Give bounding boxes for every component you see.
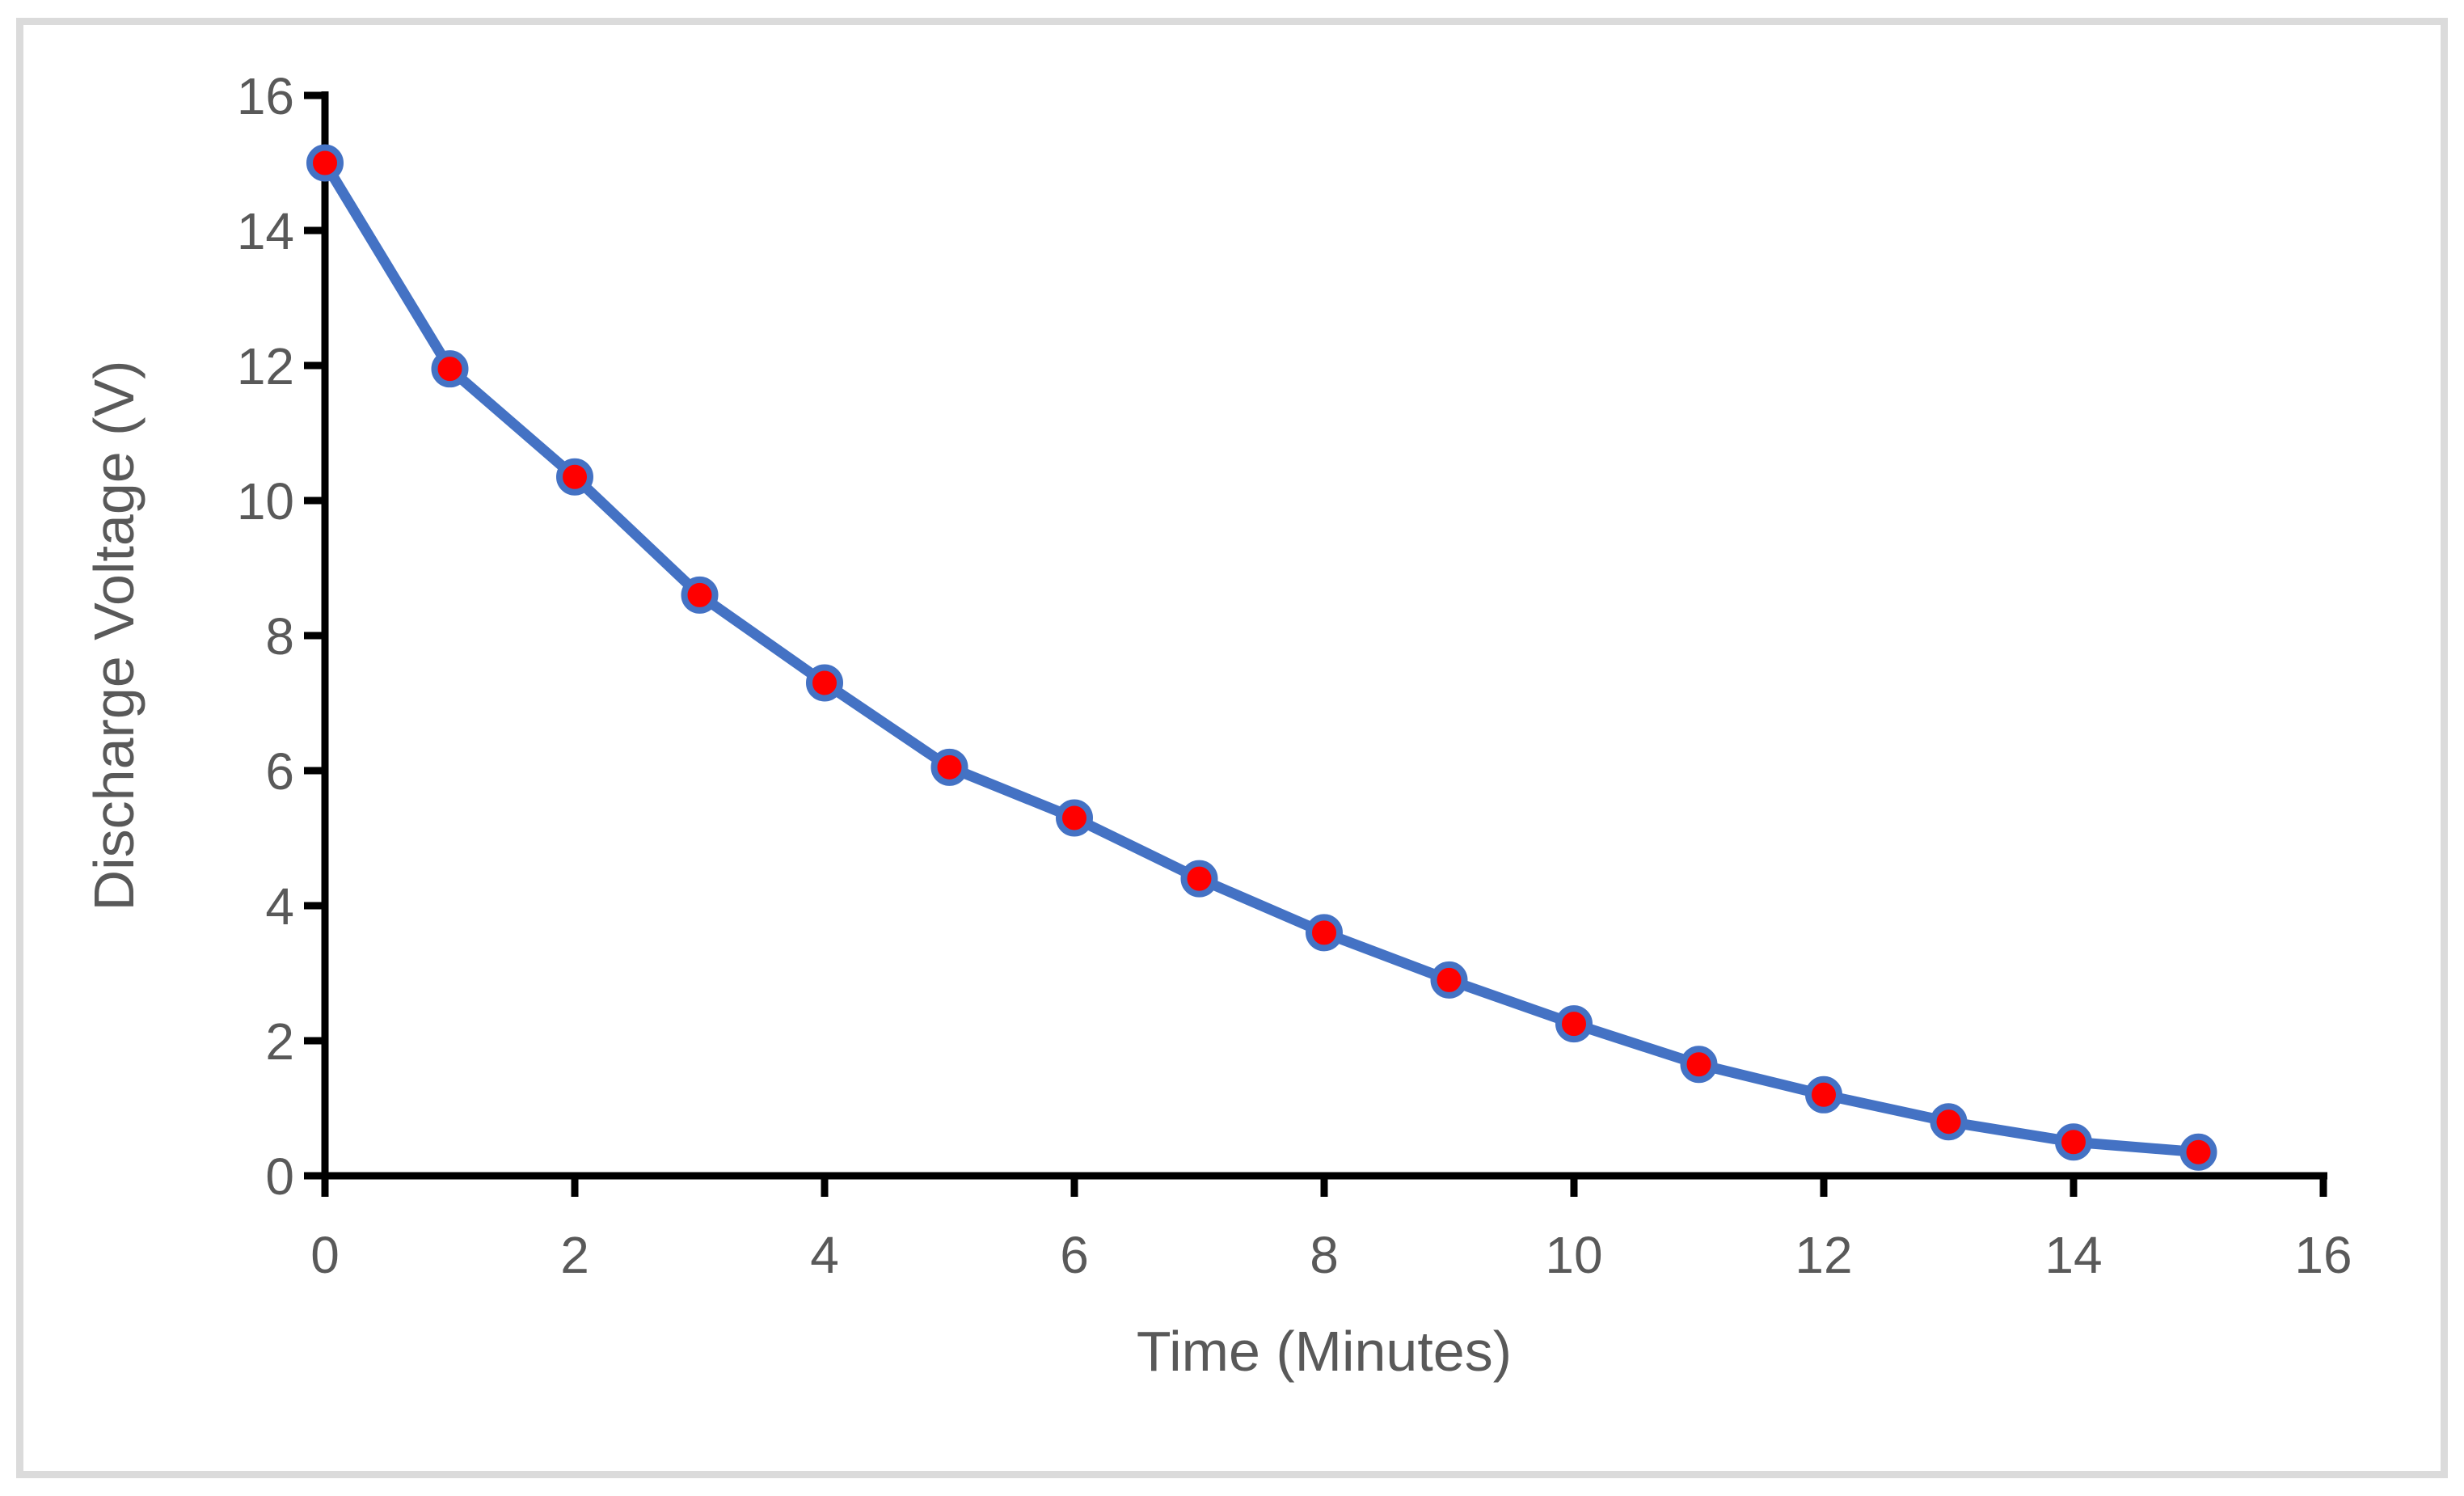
y-axis-title: Discharge Voltage (V) bbox=[82, 361, 146, 911]
data-point bbox=[1555, 1005, 1593, 1043]
data-points bbox=[306, 144, 2217, 1171]
data-point bbox=[1930, 1103, 1968, 1141]
data-point bbox=[306, 144, 344, 182]
x-axis-title: Time (Minutes) bbox=[1137, 1320, 1512, 1383]
data-point bbox=[556, 458, 593, 496]
data-point bbox=[806, 664, 843, 702]
y-tick-label: 12 bbox=[237, 337, 294, 395]
data-point bbox=[1306, 914, 1343, 952]
x-tick-label: 4 bbox=[810, 1226, 839, 1284]
y-tick-label: 14 bbox=[237, 202, 294, 260]
data-point bbox=[2179, 1133, 2217, 1171]
x-tick-label: 0 bbox=[310, 1226, 340, 1284]
x-tick-label: 2 bbox=[560, 1226, 589, 1284]
y-tick-label: 6 bbox=[265, 742, 294, 801]
chart-outer-border bbox=[16, 18, 2448, 1478]
data-point bbox=[1180, 860, 1218, 898]
y-tick-label: 4 bbox=[265, 877, 294, 936]
x-tick-label: 14 bbox=[2044, 1226, 2102, 1284]
x-tick-label: 6 bbox=[1060, 1226, 1089, 1284]
data-point bbox=[1430, 961, 1468, 999]
y-tick-label: 10 bbox=[237, 472, 294, 530]
data-point bbox=[1056, 799, 1093, 837]
data-point bbox=[2055, 1123, 2092, 1161]
data-point bbox=[1805, 1076, 1842, 1114]
x-axis-tick-labels: 0 2 4 6 8 10 12 14 16 bbox=[310, 1226, 2352, 1284]
data-point bbox=[681, 576, 719, 614]
y-tick-label: 0 bbox=[265, 1147, 294, 1206]
data-point bbox=[1680, 1046, 1718, 1084]
y-axis-tick-labels: 0 2 4 6 8 10 12 14 16 bbox=[237, 67, 294, 1206]
x-tick-label: 12 bbox=[1795, 1226, 1852, 1284]
y-tick-label: 16 bbox=[237, 67, 294, 125]
x-tick-label: 10 bbox=[1545, 1226, 1602, 1284]
series-line bbox=[319, 158, 2204, 1158]
axes bbox=[321, 91, 2327, 1180]
x-tick-label: 16 bbox=[2294, 1226, 2352, 1284]
x-tick-label: 8 bbox=[1310, 1226, 1339, 1284]
data-point bbox=[431, 350, 469, 388]
y-tick-label: 8 bbox=[265, 607, 294, 666]
y-tick-label: 2 bbox=[265, 1012, 294, 1071]
data-point bbox=[930, 748, 968, 786]
